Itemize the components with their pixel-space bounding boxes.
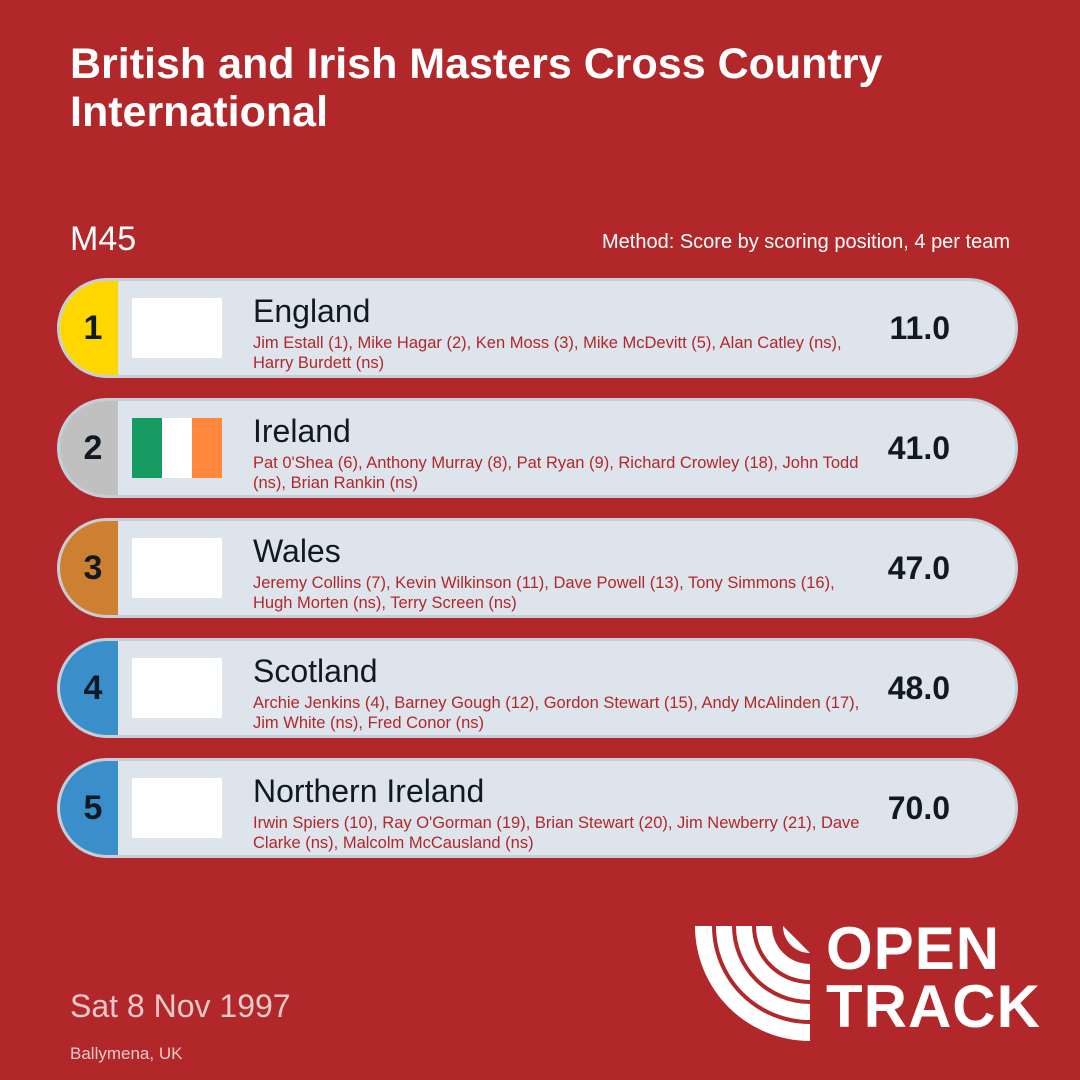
rank-badge: 4 — [60, 641, 118, 735]
team-members: Jim Estall (1), Mike Hagar (2), Ken Moss… — [253, 334, 842, 372]
team-score: 48.0 — [887, 669, 950, 706]
team-row: 2 Ireland Pat 0'Shea (6), Anthony Murray… — [57, 398, 1018, 498]
rank-badge: 5 — [60, 761, 118, 855]
opentrack-logo: OPEN TRACK — [694, 919, 1044, 1044]
rank-badge: 3 — [60, 521, 118, 615]
team-score: 47.0 — [887, 549, 950, 586]
track-arcs-icon — [695, 926, 810, 1041]
rank-badge: 1 — [60, 281, 118, 375]
team-name: Ireland — [253, 413, 351, 449]
team-members: Pat 0'Shea (6), Anthony Murray (8), Pat … — [253, 454, 859, 492]
logo-text-open: OPEN — [826, 915, 1001, 982]
logo-text-track: TRACK — [826, 973, 1041, 1040]
team-row: 1 England Jim Estall (1), Mike Hagar (2)… — [57, 278, 1018, 378]
flag-icon — [132, 658, 222, 718]
event-date: Sat 8 Nov 1997 — [70, 988, 291, 1024]
team-score: 41.0 — [887, 429, 950, 466]
team-name: Scotland — [253, 653, 378, 689]
team-members: Archie Jenkins (4), Barney Gough (12), G… — [253, 694, 860, 732]
team-name: Wales — [253, 533, 341, 569]
team-members: Jeremy Collins (7), Kevin Wilkinson (11)… — [253, 574, 835, 612]
team-score: 70.0 — [887, 789, 950, 826]
event-venue: Ballymena, UK — [70, 1044, 183, 1063]
flag-icon — [132, 538, 222, 598]
rank-badge: 2 — [60, 401, 118, 495]
team-name: England — [253, 293, 371, 329]
page-title: British and Irish Masters Cross Country … — [70, 40, 883, 136]
flag-icon — [132, 778, 222, 838]
flag-icon — [132, 298, 222, 358]
team-row: 3 Wales Jeremy Collins (7), Kevin Wilkin… — [57, 518, 1018, 618]
team-row: 4 Scotland Archie Jenkins (4), Barney Go… — [57, 638, 1018, 738]
team-members: Irwin Spiers (10), Ray O'Gorman (19), Br… — [253, 814, 860, 852]
flag-icon — [132, 418, 222, 478]
age-category: M45 — [70, 220, 137, 258]
scoring-method: Method: Score by scoring position, 4 per… — [602, 231, 1010, 253]
team-score: 11.0 — [889, 309, 950, 346]
team-row: 5 Northern Ireland Irwin Spiers (10), Ra… — [57, 758, 1018, 858]
team-name: Northern Ireland — [253, 773, 485, 809]
